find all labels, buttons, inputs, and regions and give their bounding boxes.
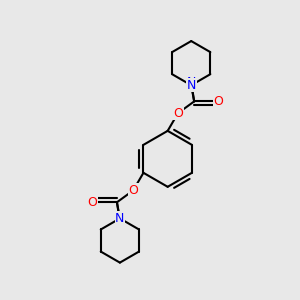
Text: O: O xyxy=(88,196,98,209)
Text: N: N xyxy=(187,79,196,92)
Text: O: O xyxy=(128,184,138,197)
Text: O: O xyxy=(173,107,183,120)
Text: N: N xyxy=(115,215,124,228)
Text: N: N xyxy=(187,76,196,89)
Text: N: N xyxy=(115,212,124,225)
Text: O: O xyxy=(214,95,224,108)
